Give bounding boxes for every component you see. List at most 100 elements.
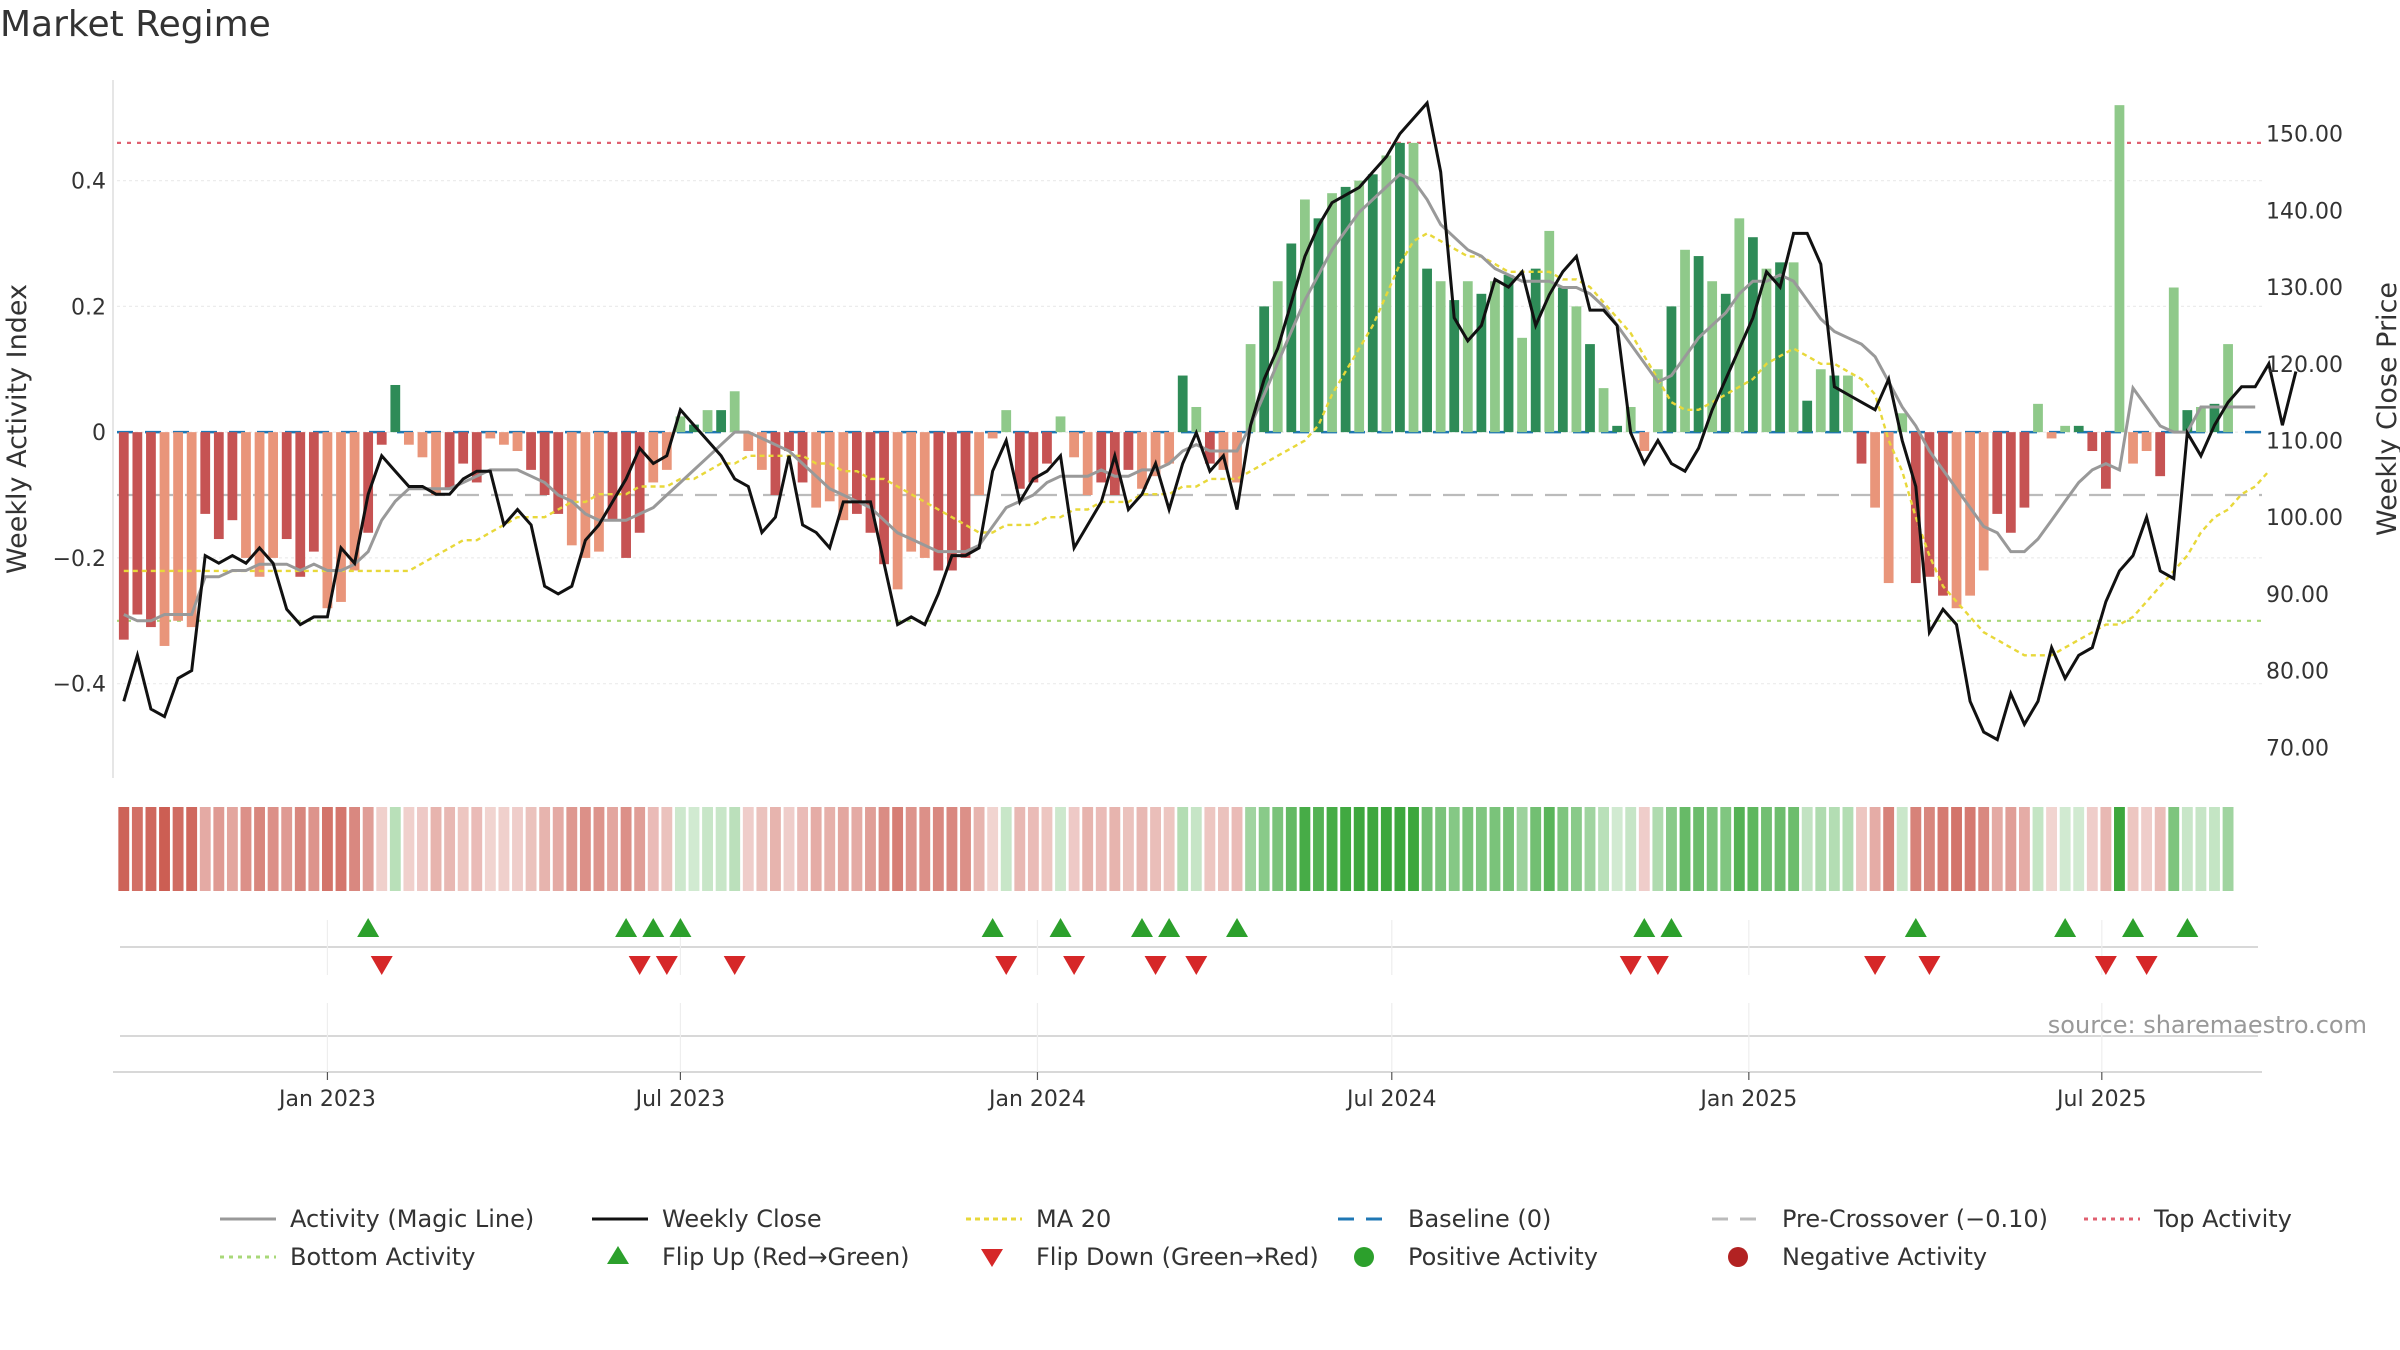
regime-strip-cell [2114,807,2125,891]
activity-bar [1693,256,1704,433]
regime-strip-cell [2127,807,2139,891]
regime-strip-cell [1652,807,1664,891]
regime-strip-cell [457,807,469,891]
regime-strip-cell [1367,807,1379,891]
flip-markers [120,918,2258,975]
activity-bar [1992,432,2003,514]
regime-strip-cell [1068,807,1080,891]
legend-swatch-flip-down [981,1249,1003,1267]
activity-bar [403,432,414,445]
activity-bar [1544,230,1555,433]
regime-strip-cell [742,807,754,891]
regime-strip-cell [539,807,551,891]
regime-strip-cell [552,807,564,891]
regime-strip-cell [1258,807,1270,891]
regime-strip-cell [1448,807,1460,891]
activity-bar [1625,406,1636,433]
activity-bar [254,432,265,577]
activity-bar [417,432,428,458]
regime-strip-cell [960,807,971,891]
regime-strip-cell [226,807,238,891]
activity-bar [1720,293,1731,433]
regime-strip-cell [118,807,130,891]
activity-bar [675,416,686,433]
regime-strip-cell [1014,807,1026,891]
activity-bar [499,432,509,445]
regime-strip-cell [1598,807,1609,891]
activity-bar [1666,306,1677,433]
activity-bar [594,432,604,552]
regime-strip-cell [1163,807,1175,891]
activity-bar [580,432,591,558]
activity-bar [159,432,170,646]
activity-bar [1449,300,1460,433]
regime-strip-cell [2032,807,2044,891]
activity-bar [1883,432,1894,584]
legend-label: Positive Activity [1408,1243,1598,1271]
activity-bar [512,432,523,452]
regime-strip-cell [2154,807,2166,891]
regime-strip-cell [1679,807,1691,891]
activity-bar [390,384,401,433]
regime-strip-cell [2141,807,2153,891]
flip-up-marker [2054,918,2077,937]
regime-strip-cell [1231,807,1243,891]
x-tick-label: Jul 2024 [1345,1087,1437,1112]
regime-strip-cell [335,807,347,891]
activity-bar [2209,403,2220,433]
y2-tick-label: 80.00 [2266,660,2329,685]
legend-label: Flip Down (Green→Red) [1036,1243,1319,1271]
activity-bar [1843,375,1853,433]
regime-strip-cell [973,807,985,891]
regime-strip-cell [566,807,578,891]
activity-bar [1082,432,1093,496]
regime-strip-cell [1272,807,1284,891]
reference-lines [117,141,2262,622]
regime-strip-cell [1869,807,1881,891]
activity-bar [1422,268,1432,433]
regime-strip-cell [1245,807,1257,891]
regime-strip-cell [2209,807,2220,891]
activity-bar [1137,432,1147,489]
regime-strip-cell [620,807,632,891]
regime-strip-cell [756,807,768,891]
activity-bar [268,432,279,558]
regime-strip-cell [579,807,591,891]
activity-bar [797,432,808,483]
regime-strip-cell [172,807,184,891]
activity-bar [1612,425,1623,433]
regime-strip-cell [1883,807,1895,891]
regime-strip-cell [634,807,646,891]
regime-strip-cell [1475,807,1487,891]
activity-bar [2005,432,2016,533]
activity-bar [1802,400,1813,433]
regime-strip-cell [1027,807,1039,891]
flip-down-marker [655,956,678,975]
activity-bar [485,432,496,439]
regime-strip-cell [1150,807,1161,891]
activity-bar [1571,306,1582,433]
regime-strip-cell [688,807,700,891]
regime-strip-cell [294,807,306,891]
regime-strip-cell [2168,807,2180,891]
flip-up-marker [1226,918,1249,937]
activity-bar [1014,432,1025,489]
activity-bar [186,432,197,628]
regime-strip-cell [1394,807,1406,891]
regime-strip-cell [1761,807,1772,891]
activity-bar [607,432,618,521]
activity-bar [1734,218,1745,433]
activity-bar [1775,262,1785,433]
regime-strip-cell [1421,807,1433,891]
activity-bar [906,432,917,552]
activity-bar [2182,410,2193,433]
flip-down-marker [1063,956,1086,975]
y-tick-label: 0.4 [71,170,106,195]
flip-down-marker [1864,956,1887,975]
x-tick-label: Jul 2023 [634,1087,726,1112]
flip-up-marker [1904,918,1927,937]
regime-strip-cell [2100,807,2112,891]
weekly-close-line [122,99,2298,742]
regime-strip-cell [1530,807,1542,891]
activity-bar [2033,403,2043,433]
